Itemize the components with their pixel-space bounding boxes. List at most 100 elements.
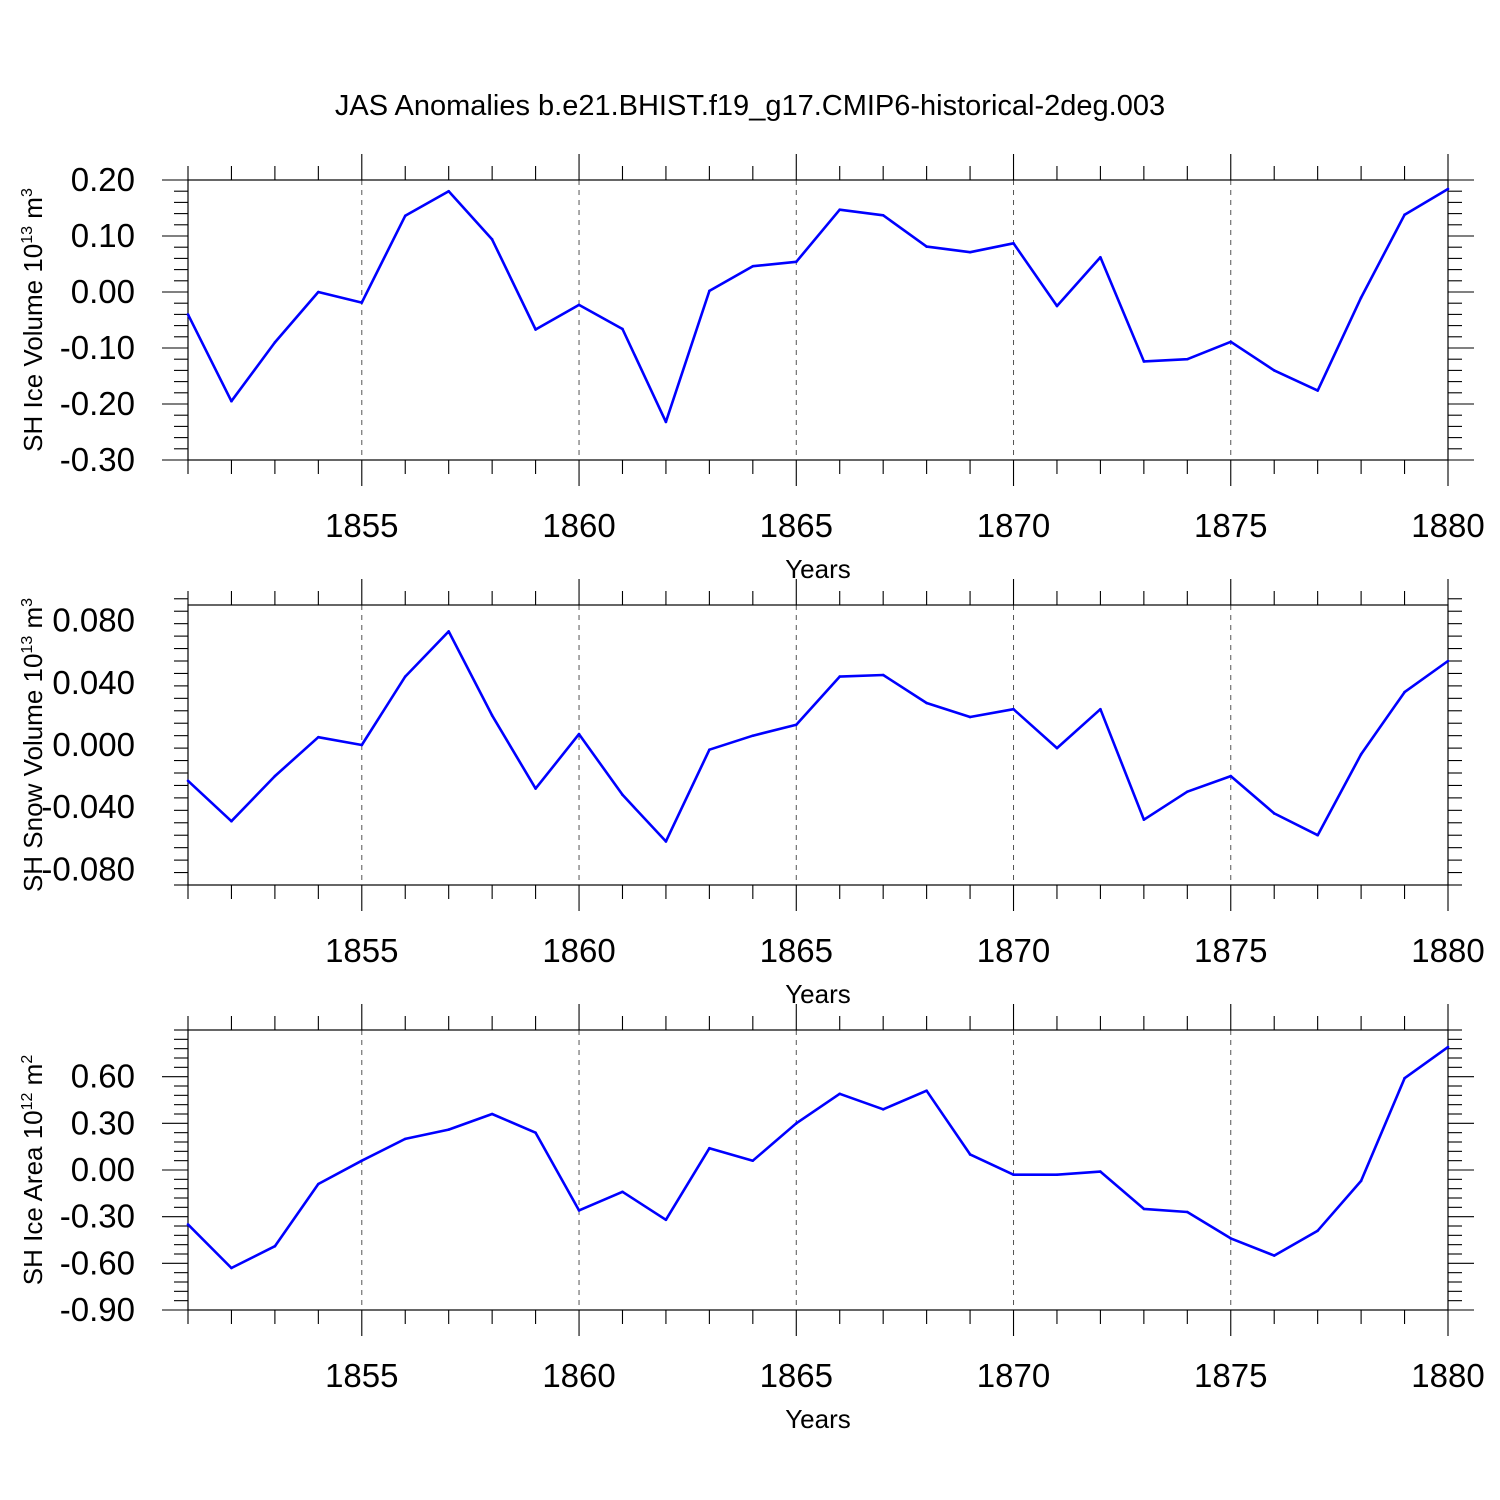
y-tick-label: 0.000 <box>52 726 135 763</box>
data-point <box>1099 707 1102 711</box>
data-point <box>1055 304 1059 308</box>
data-point <box>403 1137 407 1141</box>
data-point <box>1359 296 1363 299</box>
y-tick-label: 0.20 <box>71 161 135 198</box>
x-tick-label: 1870 <box>977 932 1050 969</box>
chart-title: JAS Anomalies b.e21.BHIST.f19_g17.CMIP6-… <box>335 90 1165 122</box>
data-point <box>273 774 277 778</box>
data-point <box>1142 1207 1146 1211</box>
y-axis-title-unit: m <box>18 1064 48 1093</box>
x-tick-label: 1855 <box>325 507 398 544</box>
data-point <box>403 675 407 678</box>
x-tick-label: 1860 <box>542 932 615 969</box>
data-point <box>794 260 798 264</box>
panel-1: 1855 1860 1865 1870 1875 1880 Years -0.30 -0.20 -… <box>18 154 1485 584</box>
y-axis-title: SH Snow Volume 1013 m3 <box>18 598 48 892</box>
x-tick-label: 1855 <box>325 932 398 969</box>
data-point <box>577 732 581 736</box>
plot-frame <box>187 1029 1449 1311</box>
data-point <box>1186 790 1189 793</box>
data-point <box>317 735 320 739</box>
x-tick-label: 1870 <box>977 507 1050 544</box>
data-point <box>534 328 537 331</box>
y-tick-label: 0.10 <box>71 217 135 254</box>
data-point <box>1359 1179 1363 1183</box>
series-line <box>187 630 1449 843</box>
data-point <box>838 208 842 211</box>
y-axis-title-main: SH Ice Volume 10 <box>18 244 48 452</box>
data-point <box>1055 1173 1059 1176</box>
data-point <box>708 748 711 751</box>
data-point <box>1099 1170 1102 1173</box>
data-point <box>1316 389 1319 392</box>
x-tick-label: 1870 <box>977 1357 1050 1394</box>
data-point <box>1446 187 1450 191</box>
y-axis-title-unit-exponent: 3 <box>19 188 36 197</box>
data-point <box>273 1244 277 1248</box>
y-tick-label: -0.20 <box>60 385 135 422</box>
data-point <box>1403 690 1406 694</box>
data-point <box>968 715 972 719</box>
data-point <box>708 1146 711 1150</box>
data-point <box>360 743 364 747</box>
x-tick-label: 1880 <box>1411 932 1484 969</box>
data-point <box>708 289 711 293</box>
y-tick-label: -0.040 <box>41 788 135 825</box>
data-point <box>664 1218 668 1222</box>
y-axis-title-unit-exponent: 2 <box>19 1055 36 1064</box>
data-point <box>1403 213 1406 217</box>
data-point <box>273 341 277 344</box>
x-tick-label: 1875 <box>1194 507 1267 544</box>
data-point <box>751 264 755 268</box>
data-point <box>230 819 233 823</box>
data-point <box>1055 746 1059 750</box>
data-point <box>1359 753 1363 756</box>
data-point <box>1186 357 1189 361</box>
x-axis-title: Years <box>785 1404 851 1434</box>
data-point <box>490 714 494 717</box>
data-point <box>577 1209 581 1212</box>
y-axis-title: SH Ice Area 1012 m2 <box>18 1055 48 1286</box>
x-tick-label: 1875 <box>1194 1357 1267 1394</box>
data-point <box>1099 255 1102 259</box>
plot-frame <box>187 179 1449 461</box>
y-tick-label: 0.080 <box>52 602 135 639</box>
data-point <box>1316 1229 1319 1232</box>
x-tick-label: 1855 <box>325 1357 398 1394</box>
data-point <box>751 1159 755 1162</box>
data-point <box>317 1182 320 1186</box>
data-point <box>838 675 842 678</box>
y-axis-title-main: SH Ice Area 10 <box>18 1110 48 1285</box>
data-point <box>794 723 798 727</box>
data-point <box>317 290 320 294</box>
plot-frame <box>187 604 1449 886</box>
data-point <box>230 399 233 403</box>
data-point <box>838 1092 842 1096</box>
data-point <box>534 787 537 790</box>
data-point <box>490 238 494 241</box>
data-point <box>1316 833 1319 837</box>
data-point <box>664 420 668 424</box>
x-tick-label: 1865 <box>760 507 833 544</box>
data-point <box>1186 1210 1189 1214</box>
data-point <box>577 303 581 307</box>
data-point <box>1229 774 1233 778</box>
data-point <box>1272 369 1276 372</box>
x-tick-label: 1860 <box>542 1357 615 1394</box>
data-point <box>968 1153 972 1156</box>
panel-2: 1855 1860 1865 1870 1875 1880 Years -0.080 -0.04… <box>18 579 1485 1009</box>
data-point <box>1446 1045 1450 1049</box>
y-tick-label: 0.30 <box>71 1104 135 1141</box>
chart-panels: 1855 1860 1865 1870 1875 1880 Years -0.30 -0.20 -… <box>18 154 1485 1434</box>
y-axis-title-unit: m <box>18 607 48 636</box>
data-point <box>794 1122 798 1125</box>
data-point <box>881 673 885 677</box>
data-point <box>490 1112 494 1116</box>
data-point <box>1403 1076 1406 1080</box>
data-point <box>751 734 755 737</box>
data-point <box>621 327 624 331</box>
panel-3: 1855 1860 1865 1870 1875 1880 Years -0.90 -0.60 -… <box>18 1004 1485 1434</box>
y-tick-label: 0.00 <box>71 1151 135 1188</box>
data-point <box>881 213 885 217</box>
data-point <box>186 1223 190 1226</box>
